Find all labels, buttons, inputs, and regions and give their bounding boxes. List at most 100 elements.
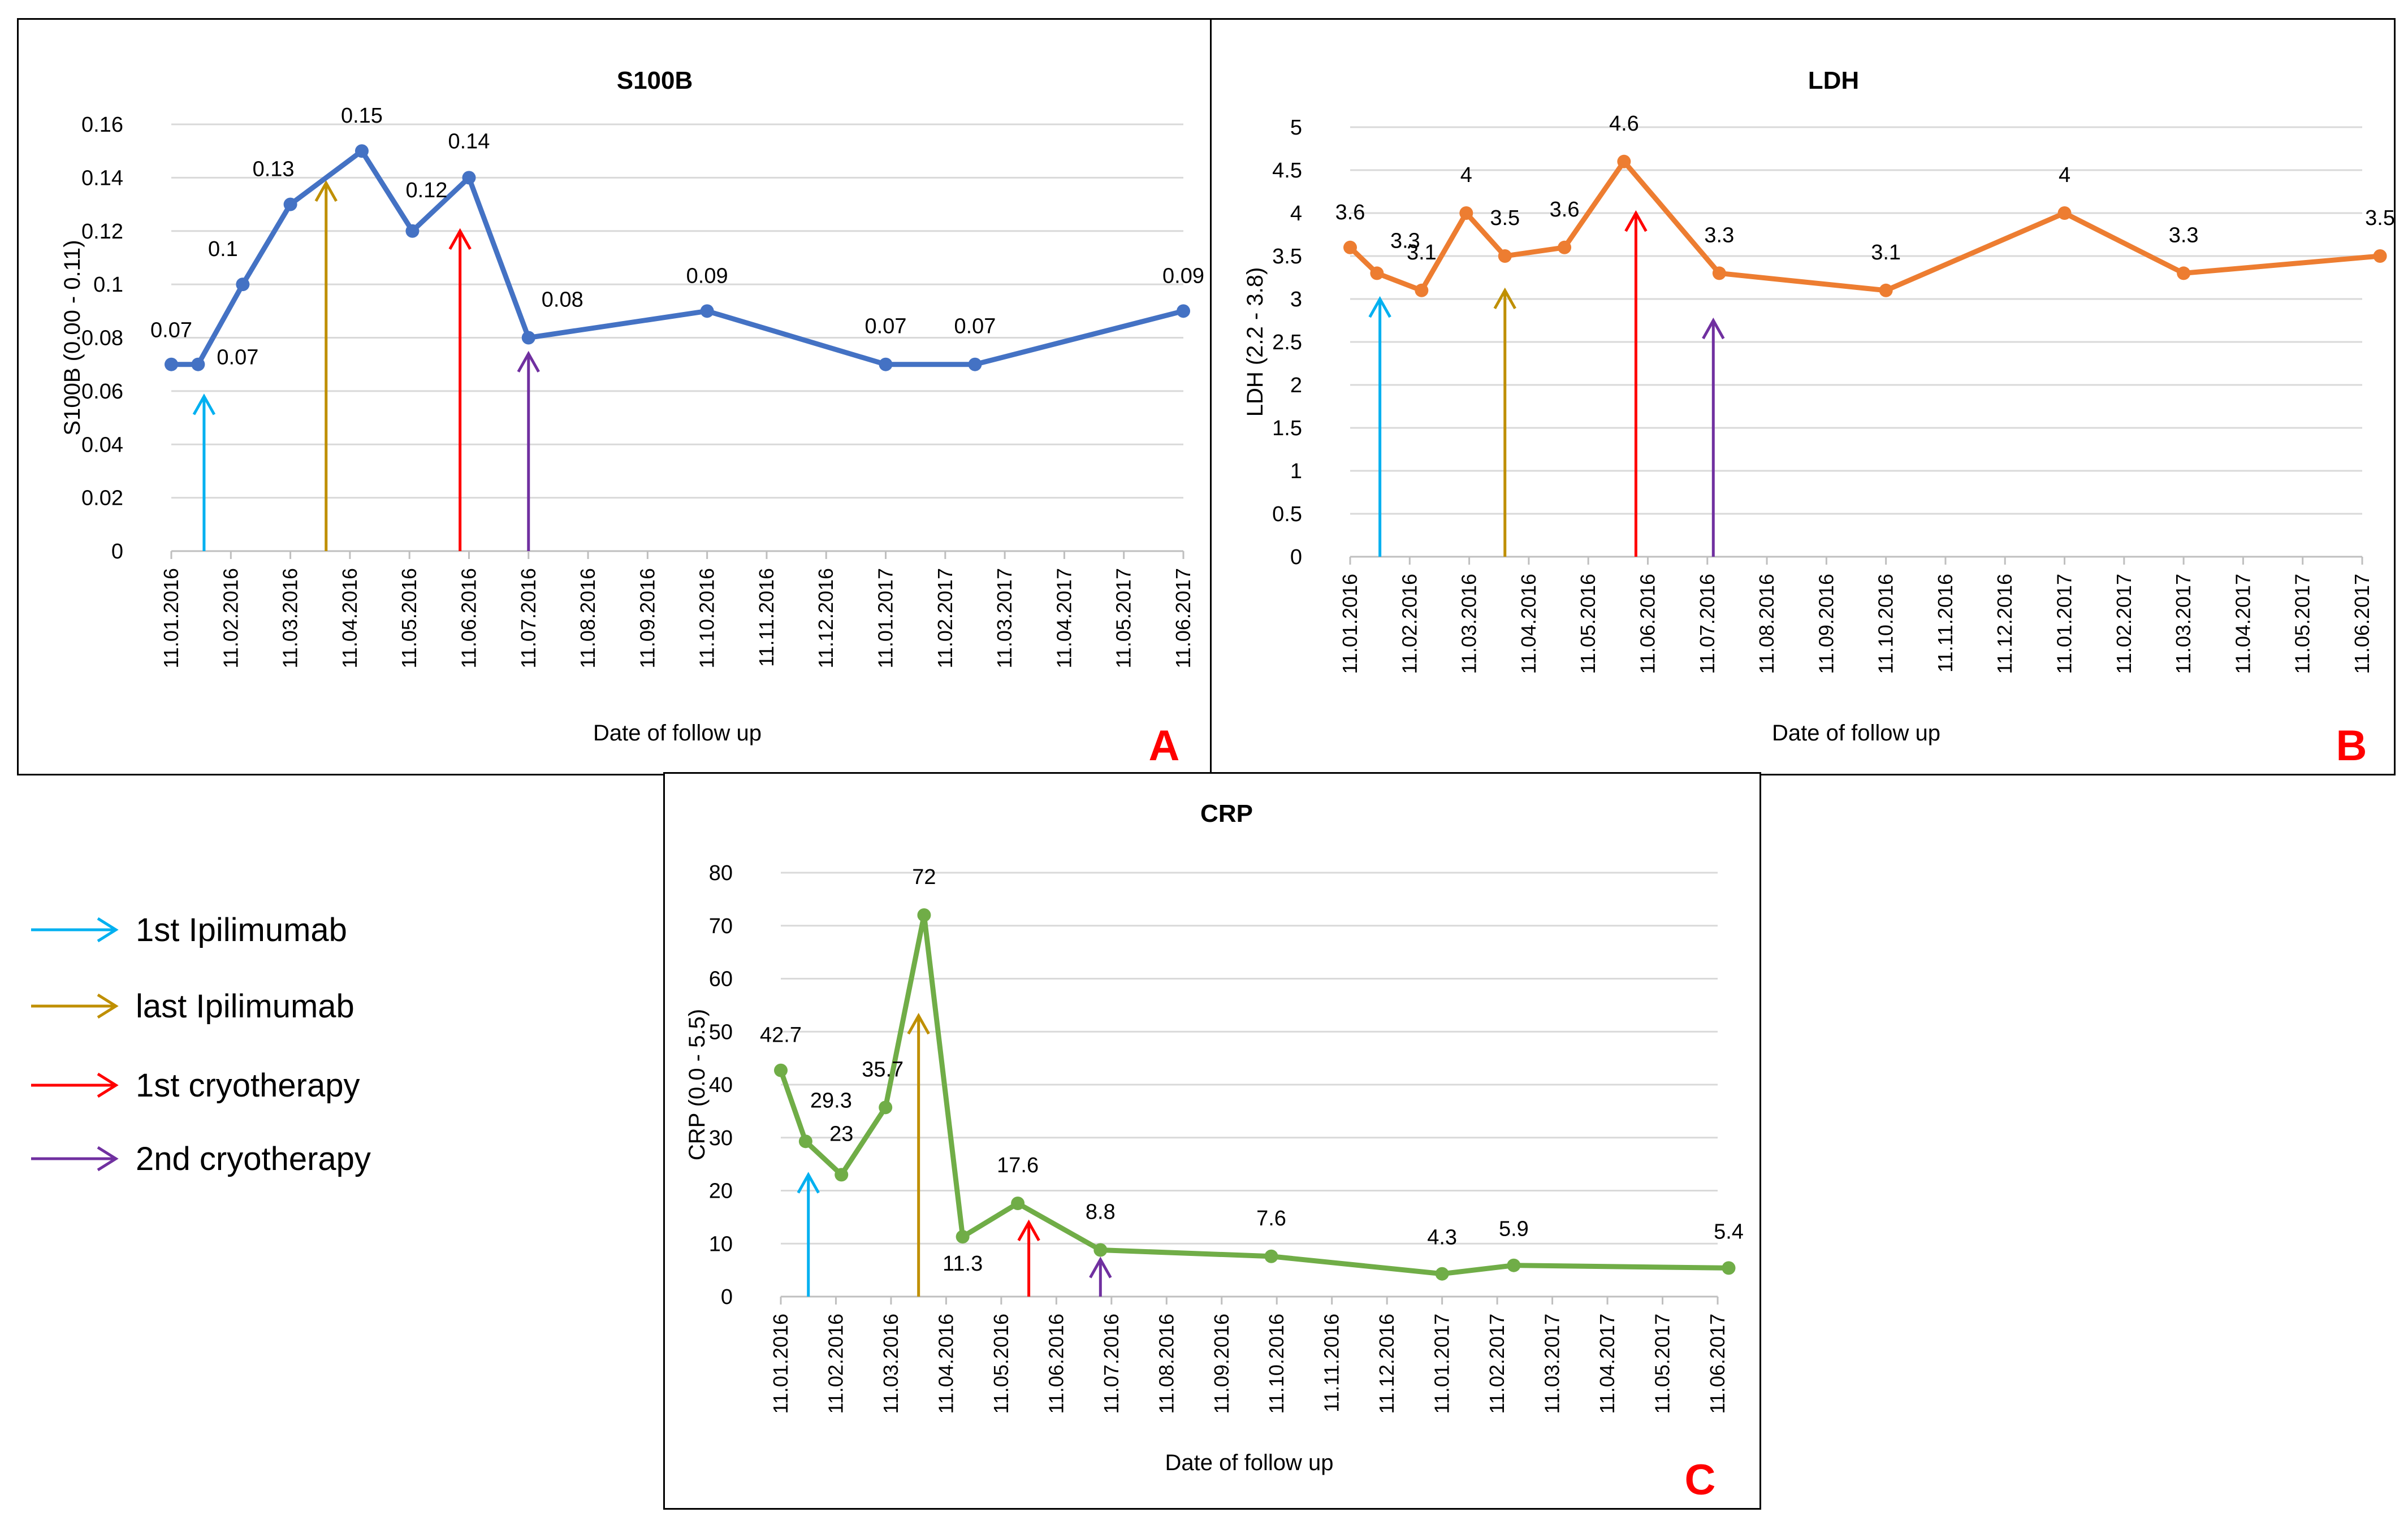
legend-item-1st-cryotherapy: 1st cryotherapy: [23, 1060, 588, 1111]
data-label: 72: [912, 865, 936, 889]
x-tick-label: 11.12.2016: [1375, 1314, 1398, 1414]
data-label: 0.15: [341, 104, 383, 128]
data-label: 0.08: [542, 288, 583, 312]
data-label: 5.9: [1499, 1217, 1529, 1241]
y-tick-label: 10: [709, 1232, 733, 1256]
x-tick-label: 11.04.2017: [1052, 568, 1075, 669]
x-tick-label: 11.02.2016: [1398, 574, 1421, 674]
data-point: [1558, 240, 1572, 254]
data-point: [1415, 283, 1429, 297]
series-line: [171, 148, 1184, 367]
legend-label: 1st cryotherapy: [136, 1067, 360, 1104]
data-label: 5.4: [1714, 1220, 1744, 1243]
y-tick-label: 80: [709, 861, 733, 885]
data-label: 0.09: [1162, 264, 1204, 288]
data-label: 0.1: [208, 237, 238, 261]
y-tick-label: 50: [709, 1020, 733, 1044]
arrow-right-icon: [31, 1072, 119, 1098]
data-label: 0.07: [865, 315, 907, 339]
y-tick-label: 0.12: [81, 220, 123, 244]
legend-item-last-ipilimumab: last Ipilimumab: [23, 981, 588, 1032]
x-tick-label: 11.03.2017: [2172, 574, 2195, 674]
x-tick-label: 11.01.2017: [1430, 1314, 1454, 1414]
x-tick-label: 11.04.2016: [1517, 574, 1540, 674]
y-tick-label: 0.1: [93, 273, 123, 297]
data-point: [1712, 266, 1726, 280]
data-point: [191, 357, 205, 371]
data-point: [835, 1168, 849, 1182]
data-label: 3.3: [2169, 223, 2199, 247]
panel-letter-a: A: [1133, 714, 1195, 770]
y-tick-label: 20: [709, 1180, 733, 1203]
y-tick-label: 30: [709, 1126, 733, 1150]
x-tick-label: 11.06.2017: [2350, 574, 2374, 674]
y-axis-title: S100B (0.00 - 0.11): [60, 240, 85, 435]
x-tick-label: 11.05.2016: [1576, 574, 1599, 674]
data-label: 4.3: [1427, 1226, 1457, 1250]
data-point: [165, 357, 178, 371]
data-point: [1459, 206, 1473, 220]
y-tick-label: 0: [721, 1285, 733, 1309]
data-point: [283, 197, 297, 211]
x-tick-label: 11.03.2016: [1458, 574, 1481, 674]
data-label: 17.6: [997, 1154, 1039, 1177]
event-legend: 1st Ipilimumab last Ipilimumab 1st cryot…: [23, 904, 588, 1221]
data-point: [236, 278, 250, 292]
chart-title: S100B: [617, 67, 693, 94]
y-axis-title: LDH (2.2 - 3.8): [1243, 267, 1268, 417]
y-tick-label: 4.5: [1272, 159, 1302, 183]
x-tick-label: 11.03.2016: [879, 1314, 902, 1414]
x-tick-label: 11.01.2016: [769, 1314, 792, 1414]
data-label: 3.1: [1871, 241, 1901, 265]
y-tick-label: 1: [1290, 460, 1302, 483]
x-tick-label: 11.06.2016: [1636, 574, 1659, 674]
x-tick-label: 11.04.2017: [1596, 1314, 1619, 1414]
legend-label: 2nd cryotherapy: [136, 1141, 371, 1177]
data-label: 0.07: [150, 319, 192, 343]
event-arrow: [1017, 1219, 1040, 1297]
x-axis-title: Date of follow up: [1772, 721, 1940, 746]
event-arrow: [314, 180, 338, 551]
legend-label: last Ipilimumab: [136, 988, 355, 1025]
data-point: [1498, 249, 1512, 263]
event-arrow: [1368, 296, 1391, 557]
x-tick-label: 11.11.2016: [755, 568, 778, 667]
data-label: 3.5: [2365, 206, 2395, 230]
legend-label: 1st Ipilimumab: [136, 912, 347, 948]
panel-letter-b-text: B: [2336, 722, 2367, 770]
event-arrow: [797, 1172, 820, 1297]
y-tick-label: 3.5: [1272, 245, 1302, 268]
crp-chart: CRP 0 10 20 30 40 50 60 70 80 11.01.2016 11.02.2016…: [685, 800, 1744, 1475]
data-label: 23: [829, 1122, 853, 1146]
y-tick-label: 0: [111, 540, 123, 564]
x-tick-label: 11.01.2016: [159, 568, 183, 669]
data-point: [879, 1100, 893, 1115]
x-tick-label: 11.07.2016: [1100, 1314, 1123, 1414]
x-tick-label: 11.06.2017: [1171, 568, 1195, 669]
data-label: 3.3: [1704, 223, 1734, 247]
data-label: 3.6: [1335, 201, 1365, 224]
x-tick-label: 11.09.2016: [635, 568, 659, 669]
data-label: 3.3: [1390, 229, 1420, 253]
y-tick-label: 2.5: [1272, 331, 1302, 354]
data-point: [1435, 1267, 1449, 1281]
data-point: [1177, 304, 1190, 318]
y-tick-label: 0.5: [1272, 502, 1302, 526]
ldh-chart: LDH 0 0.5 1 1.5 2 2.5 3 3.5 4 4.5 5 11.01.2016 11.02.…: [1243, 67, 2395, 746]
data-label: 4: [1460, 163, 1472, 187]
panel-letter-b: B: [2320, 714, 2383, 770]
event-arrow: [517, 350, 540, 551]
data-point: [2373, 249, 2387, 263]
data-label: 7.6: [1256, 1207, 1286, 1230]
y-tick-label: 5: [1290, 116, 1302, 140]
event-arrow: [1702, 317, 1725, 557]
y-tick-label: 4: [1290, 202, 1302, 226]
panel-letter-c: C: [1669, 1448, 1731, 1505]
x-tick-label: 11.11.2016: [1320, 1314, 1343, 1412]
data-label: 4: [2059, 163, 2070, 187]
data-label: 0.09: [686, 264, 728, 288]
event-arrow: [1624, 210, 1648, 557]
x-tick-label: 11.05.2017: [1112, 568, 1135, 669]
data-point: [2057, 206, 2072, 220]
data-label: 3.1: [1407, 241, 1437, 265]
